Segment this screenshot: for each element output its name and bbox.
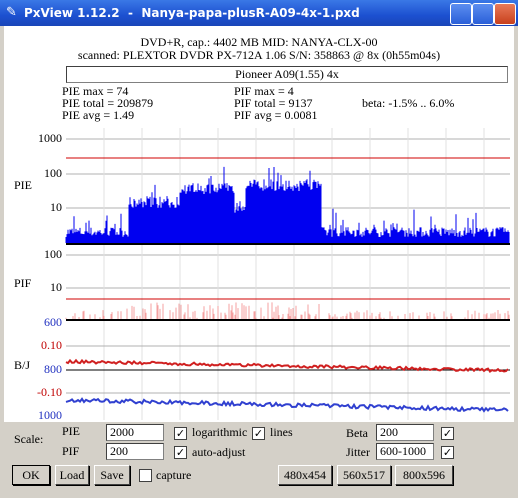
tick-label: 10 [50,200,62,214]
size-button[interactable]: 480x454 [278,465,332,485]
tick-label: 800 [44,362,62,376]
checkbox[interactable]: ✓ [441,446,454,459]
label: PIF [62,444,80,458]
disc-info: DVD+R, cap.: 4402 MB MID: NANYA-CLX-00 [140,35,378,49]
pie-trace [65,166,510,243]
scan-info: scanned: PLEXTOR DVDR PX-712A 1.06 S/N: … [77,48,441,62]
beta-scale-input[interactable]: 200 [376,424,434,441]
ok-button[interactable]: OK [12,465,50,485]
size-button[interactable]: 800x596 [395,465,453,485]
pif-scale-input[interactable]: 200 [106,443,164,460]
checkbox[interactable]: ✓ [441,427,454,440]
stat: PIF avg = 0.0081 [234,108,318,122]
plot-layer [65,128,510,420]
maximize-button[interactable] [472,3,494,25]
jitter-scale-input[interactable]: 600-1000 [376,443,434,460]
checkbox[interactable]: ✓ [252,427,265,440]
label: Jitter [346,445,370,459]
checkbox[interactable] [139,469,152,482]
window-title: PxView 1.12.2 - Nanya-papa-plusR-A09-4x-… [24,6,360,20]
load-button[interactable]: Load [55,465,89,485]
title-bar: ✎ PxView 1.12.2 - Nanya-papa-plusR-A09-4… [0,0,518,26]
stat: PIF max = 4 [234,84,294,98]
plots: PIE PIF B/J 1000 100 10 100 10 600 0.10 … [14,128,510,422]
label: logarithmic [192,425,248,439]
label: Beta [346,426,368,440]
label: Scale: [14,432,44,446]
pie-scale-input[interactable]: 2000 [106,424,164,441]
app-icon: ✎ [6,5,17,20]
label: capture [156,468,192,482]
tick-label: 0.10 [41,338,62,352]
label: PIE [62,424,80,438]
panel-label: B/J [14,358,30,372]
tick-label: 10 [50,280,62,294]
tick-label: 600 [44,315,62,329]
tick-label: -0.10 [37,385,62,399]
stat: PIE avg = 1.49 [62,108,135,122]
drive-field[interactable]: Pioneer A09(1.55) 4x [66,66,508,83]
stat: PIF total = 9137 [234,96,313,110]
jitter-trace [65,397,509,413]
stat: PIE total = 209879 [62,96,154,110]
checkbox[interactable]: ✓ [174,427,187,440]
panel-label: PIE [14,178,32,192]
tick-label: 100 [44,166,62,180]
stat: PIE max = 74 [62,84,129,98]
save-button[interactable]: Save [94,465,130,485]
minimize-button[interactable] [450,3,472,25]
checkbox[interactable]: ✓ [174,446,187,459]
tick-label: 1000 [38,408,62,422]
beta-trace [65,358,509,374]
label: auto-adjust [192,445,246,459]
label: lines [270,425,293,439]
size-button[interactable]: 560x517 [337,465,391,485]
pif-trace [65,302,510,319]
panel-label: PIF [14,276,32,290]
tick-label: 100 [44,247,62,261]
tick-label: 1000 [38,131,62,145]
stat: beta: -1.5% .. 6.0% [362,96,455,110]
close-button[interactable] [494,3,516,25]
